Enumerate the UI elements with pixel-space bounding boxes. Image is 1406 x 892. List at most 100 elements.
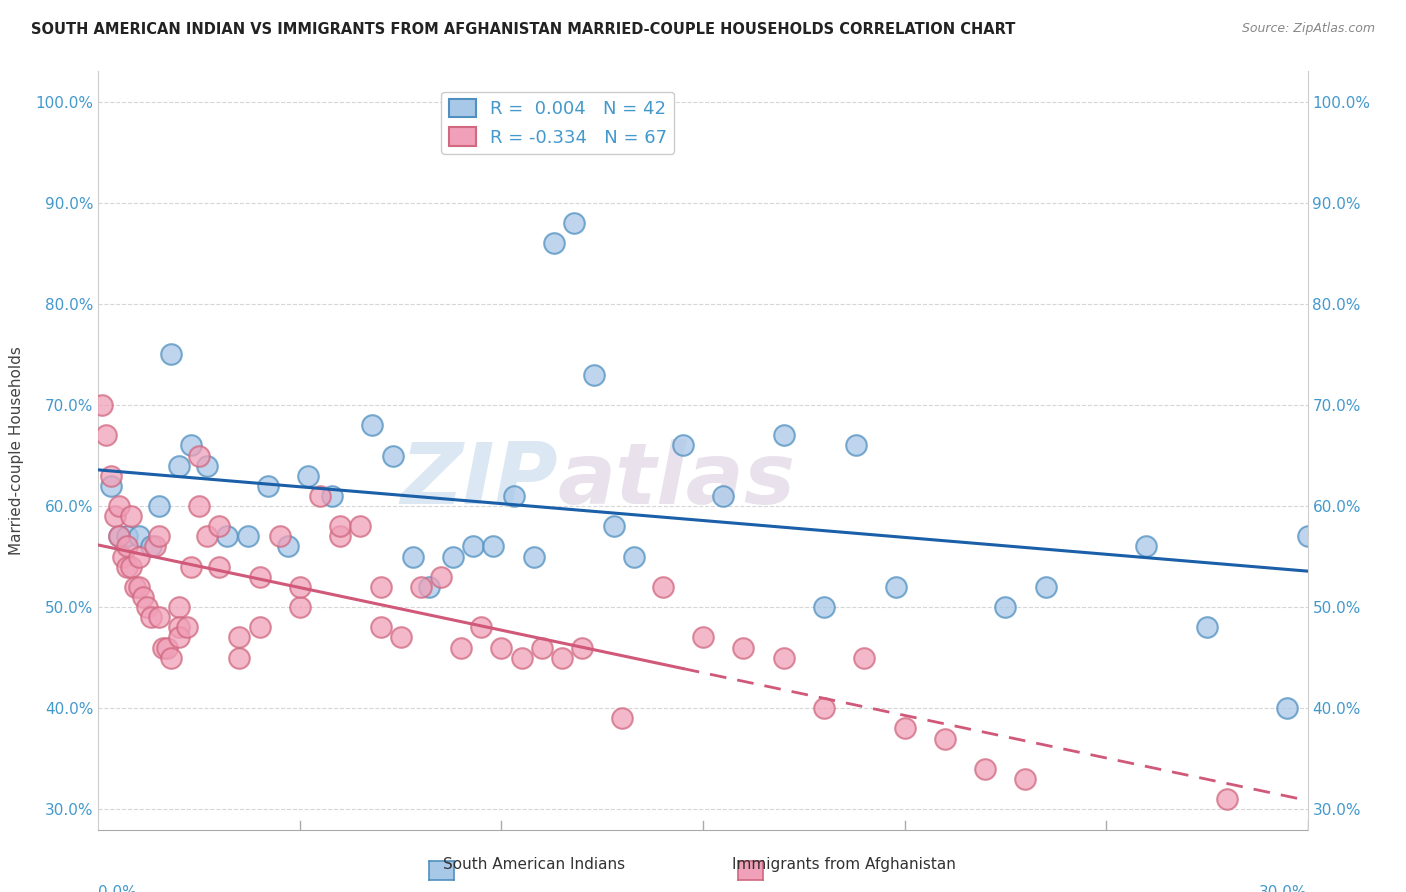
Point	[772, 650, 794, 665]
Point	[297, 468, 319, 483]
Point	[107, 529, 129, 543]
Point	[188, 449, 211, 463]
Point	[148, 529, 170, 543]
Text: SOUTH AMERICAN INDIAN VS IMMIGRANTS FROM AFGHANISTAN MARRIED-COUPLE HOUSEHOLDS C: SOUTH AMERICAN INDIAN VS IMMIGRANTS FROM…	[31, 22, 1015, 37]
Point	[853, 650, 876, 665]
Point	[180, 438, 202, 452]
Point	[845, 438, 868, 452]
Point	[1216, 792, 1239, 806]
Point	[139, 540, 162, 554]
Point	[381, 449, 404, 463]
Point	[603, 519, 626, 533]
Point	[612, 711, 634, 725]
Point	[510, 650, 533, 665]
Point	[256, 479, 278, 493]
Point	[188, 499, 211, 513]
Point	[692, 631, 714, 645]
Point	[441, 549, 464, 564]
Point	[1277, 701, 1299, 715]
Point	[269, 529, 291, 543]
Point	[228, 631, 250, 645]
Point	[463, 540, 485, 554]
Point	[277, 540, 299, 554]
Point	[120, 509, 142, 524]
Point	[208, 519, 231, 533]
Point	[160, 650, 183, 665]
Point	[128, 529, 150, 543]
Point	[491, 640, 513, 655]
Point	[249, 570, 271, 584]
Point	[135, 600, 157, 615]
Point	[402, 549, 425, 564]
Point	[450, 640, 472, 655]
Point	[502, 489, 524, 503]
Text: Immigrants from Afghanistan: Immigrants from Afghanistan	[731, 857, 956, 872]
Text: Source: ZipAtlas.com: Source: ZipAtlas.com	[1241, 22, 1375, 36]
Point	[1195, 620, 1218, 634]
Point	[1014, 772, 1036, 786]
Point	[100, 479, 122, 493]
Point	[329, 529, 352, 543]
Point	[249, 620, 271, 634]
Point	[143, 540, 166, 554]
Point	[195, 458, 218, 473]
Point	[329, 519, 352, 533]
Point	[167, 620, 190, 634]
Point	[349, 519, 371, 533]
Point	[523, 549, 546, 564]
Point	[228, 650, 250, 665]
Point	[994, 600, 1017, 615]
Point	[934, 731, 956, 746]
Text: 30.0%: 30.0%	[1260, 885, 1308, 892]
Point	[115, 559, 138, 574]
Point	[128, 580, 150, 594]
Point	[167, 458, 190, 473]
Point	[321, 489, 343, 503]
Point	[733, 640, 755, 655]
Point	[1035, 580, 1057, 594]
Point	[409, 580, 432, 594]
Point	[1135, 540, 1157, 554]
Point	[370, 580, 392, 594]
Point	[813, 701, 835, 715]
Point	[107, 499, 129, 513]
Point	[208, 559, 231, 574]
Point	[288, 580, 311, 594]
Text: 0.0%: 0.0%	[98, 885, 138, 892]
Point	[148, 499, 170, 513]
Point	[195, 529, 218, 543]
Point	[100, 468, 122, 483]
Point	[156, 640, 179, 655]
Point	[772, 428, 794, 442]
Point	[128, 549, 150, 564]
Point	[974, 762, 997, 776]
Point	[115, 540, 138, 554]
Point	[96, 428, 118, 442]
Point	[180, 559, 202, 574]
Point	[167, 631, 190, 645]
Point	[389, 631, 412, 645]
Point	[543, 236, 565, 251]
Point	[672, 438, 695, 452]
Point	[813, 600, 835, 615]
Y-axis label: Married-couple Households: Married-couple Households	[10, 346, 24, 555]
Point	[115, 529, 138, 543]
Point	[893, 722, 915, 736]
Point	[132, 590, 155, 604]
Point	[418, 580, 440, 594]
Point	[148, 610, 170, 624]
Point	[152, 640, 174, 655]
Point	[482, 540, 505, 554]
Point	[160, 347, 183, 361]
Point	[571, 640, 593, 655]
Point	[103, 509, 125, 524]
Point	[1296, 529, 1319, 543]
Point	[124, 580, 146, 594]
Point	[470, 620, 492, 634]
Text: ZIP: ZIP	[401, 439, 558, 523]
Point	[107, 529, 129, 543]
Point	[167, 600, 190, 615]
Point	[430, 570, 453, 584]
Point	[623, 549, 645, 564]
Point	[651, 580, 673, 594]
